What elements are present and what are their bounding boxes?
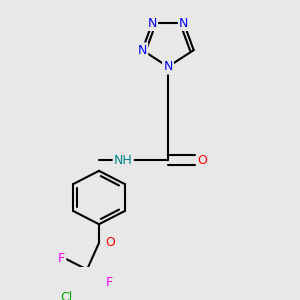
Text: F: F bbox=[58, 252, 65, 266]
Text: O: O bbox=[105, 236, 115, 249]
Text: Cl: Cl bbox=[60, 291, 72, 300]
Text: O: O bbox=[198, 154, 207, 167]
Text: N: N bbox=[163, 60, 173, 73]
Text: NH: NH bbox=[114, 154, 133, 167]
Text: N: N bbox=[138, 44, 147, 57]
Text: N: N bbox=[179, 17, 189, 30]
Text: F: F bbox=[106, 277, 113, 290]
Text: N: N bbox=[147, 17, 157, 30]
